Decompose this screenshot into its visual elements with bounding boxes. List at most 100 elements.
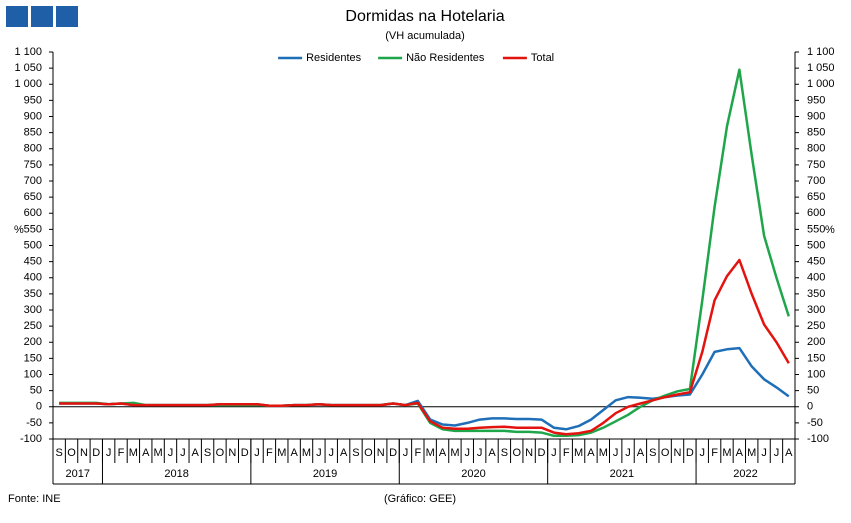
x-tick-label: J — [465, 447, 471, 459]
chart-title: Dormidas na Hotelaria — [345, 8, 504, 25]
x-tick-label: F — [414, 447, 421, 459]
x-tick-label: F — [266, 447, 273, 459]
x-tick-label: A — [637, 447, 645, 459]
y-tick-label: 750 — [24, 159, 42, 171]
x-tick-label: A — [488, 447, 496, 459]
x-tick-label: O — [67, 447, 76, 459]
y2-tick-label: 900 — [807, 110, 825, 122]
y-tick-label: 250 — [24, 320, 42, 332]
y2-tick-label: 300 — [807, 304, 825, 316]
y2-tick-label: 1 000 — [807, 78, 835, 90]
logo-block — [6, 6, 28, 27]
y-tick-label: 650 — [24, 191, 42, 203]
x-tick-label: A — [587, 447, 595, 459]
y2-tick-label: 700 — [807, 175, 825, 187]
x-tick-label: F — [118, 447, 125, 459]
x-tick-label: M — [722, 447, 731, 459]
y-tick-label: 400 — [24, 272, 42, 284]
x-tick-label: S — [501, 447, 508, 459]
y-tick-label: 900 — [24, 110, 42, 122]
x-tick-label: J — [254, 447, 260, 459]
x-tick-label: M — [302, 447, 311, 459]
y2-tick-label: 50 — [807, 385, 819, 397]
x-tick-label: A — [340, 447, 348, 459]
source: Fonte: INE — [8, 493, 61, 505]
x-tick-label: N — [80, 447, 88, 459]
x-tick-label: O — [661, 447, 670, 459]
x-tick-label: M — [450, 447, 459, 459]
x-tick-label: J — [329, 447, 335, 459]
x-tick-label: A — [142, 447, 150, 459]
legend-label: Total — [531, 52, 554, 64]
y-tick-label: 850 — [24, 127, 42, 139]
y2-tick-label: -50 — [807, 417, 823, 429]
year-label: 2017 — [65, 468, 89, 480]
x-tick-label: M — [277, 447, 286, 459]
x-tick-label: M — [154, 447, 163, 459]
x-tick-label: N — [674, 447, 682, 459]
x-tick-label: A — [736, 447, 744, 459]
y-tick-label: 1 100 — [14, 46, 42, 58]
x-tick-label: A — [290, 447, 298, 459]
series-line — [59, 346, 790, 431]
year-label: 2021 — [610, 468, 634, 480]
x-tick-label: A — [192, 447, 200, 459]
year-label: 2020 — [461, 468, 485, 480]
year-label: 2019 — [313, 468, 337, 480]
x-tick-label: O — [364, 447, 373, 459]
logo-block — [56, 6, 78, 27]
x-tick-label: D — [92, 447, 100, 459]
logo-block — [31, 6, 53, 27]
x-tick-label: A — [439, 447, 447, 459]
y2-tick-label: 0 — [807, 401, 813, 413]
x-tick-label: N — [525, 447, 533, 459]
y2-tick-label: 1 050 — [807, 62, 835, 74]
y2-tick-label: 500 — [807, 239, 825, 251]
x-tick-label: D — [538, 447, 546, 459]
y2-tick-label: 350 — [807, 288, 825, 300]
year-label: 2018 — [164, 468, 188, 480]
x-tick-label: J — [106, 447, 112, 459]
y2-tick-label: -100 — [807, 433, 829, 445]
x-tick-label: N — [377, 447, 385, 459]
chart-subtitle: (VH acumulada) — [385, 30, 464, 42]
y-tick-label: -100 — [20, 433, 42, 445]
y-tick-label: 600 — [24, 207, 42, 219]
y2-tick-label: 450 — [807, 256, 825, 268]
x-tick-label: J — [774, 447, 780, 459]
y-tick-label: 1 000 — [14, 78, 42, 90]
y-tick-label: 800 — [24, 143, 42, 155]
x-tick-label: J — [613, 447, 619, 459]
y2-tick-label: 550 — [807, 223, 825, 235]
y2-tick-label: 850 — [807, 127, 825, 139]
y-tick-label: 200 — [24, 336, 42, 348]
y-tick-label: 150 — [24, 352, 42, 364]
x-tick-label: J — [551, 447, 557, 459]
x-tick-label: J — [700, 447, 706, 459]
y2-tick-label: 200 — [807, 336, 825, 348]
y-axis-label: % — [14, 224, 24, 236]
y-tick-label: 300 — [24, 304, 42, 316]
series-line — [59, 68, 790, 438]
y2-tick-label: 800 — [807, 143, 825, 155]
y-tick-label: 50 — [30, 385, 42, 397]
y2-tick-label: 750 — [807, 159, 825, 171]
series-line — [59, 258, 790, 436]
legend-label: Residentes — [306, 52, 362, 64]
y2-tick-label: 250 — [807, 320, 825, 332]
x-tick-label: S — [649, 447, 656, 459]
x-tick-label: J — [316, 447, 322, 459]
y-tick-label: 700 — [24, 175, 42, 187]
y-tick-label: 0 — [36, 401, 42, 413]
y2-tick-label: 600 — [807, 207, 825, 219]
x-tick-label: D — [686, 447, 694, 459]
x-tick-label: D — [389, 447, 397, 459]
x-tick-label: O — [216, 447, 225, 459]
x-tick-label: F — [711, 447, 718, 459]
y-tick-label: -50 — [26, 417, 42, 429]
x-tick-label: S — [352, 447, 359, 459]
x-tick-label: S — [204, 447, 211, 459]
y2-tick-label: 100 — [807, 368, 825, 380]
x-tick-label: S — [56, 447, 63, 459]
